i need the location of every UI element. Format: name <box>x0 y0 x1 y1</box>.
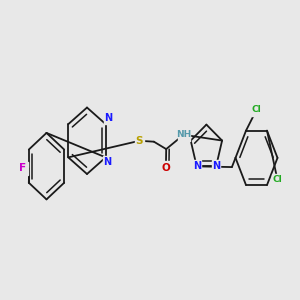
FancyBboxPatch shape <box>135 134 144 147</box>
Text: NH: NH <box>176 130 191 139</box>
Text: Cl: Cl <box>273 176 282 184</box>
Text: Cl: Cl <box>252 105 261 114</box>
FancyBboxPatch shape <box>104 111 112 124</box>
Text: N: N <box>212 161 220 171</box>
FancyBboxPatch shape <box>17 161 28 176</box>
Text: F: F <box>19 164 26 173</box>
FancyBboxPatch shape <box>272 173 283 187</box>
Text: O: O <box>161 163 170 172</box>
Text: N: N <box>193 161 201 171</box>
Text: N: N <box>104 113 112 123</box>
Text: S: S <box>136 136 143 146</box>
FancyBboxPatch shape <box>178 128 190 141</box>
FancyBboxPatch shape <box>193 160 201 173</box>
FancyBboxPatch shape <box>103 156 112 169</box>
FancyBboxPatch shape <box>251 103 262 116</box>
Text: N: N <box>103 158 112 167</box>
FancyBboxPatch shape <box>212 160 220 173</box>
FancyBboxPatch shape <box>162 161 170 174</box>
